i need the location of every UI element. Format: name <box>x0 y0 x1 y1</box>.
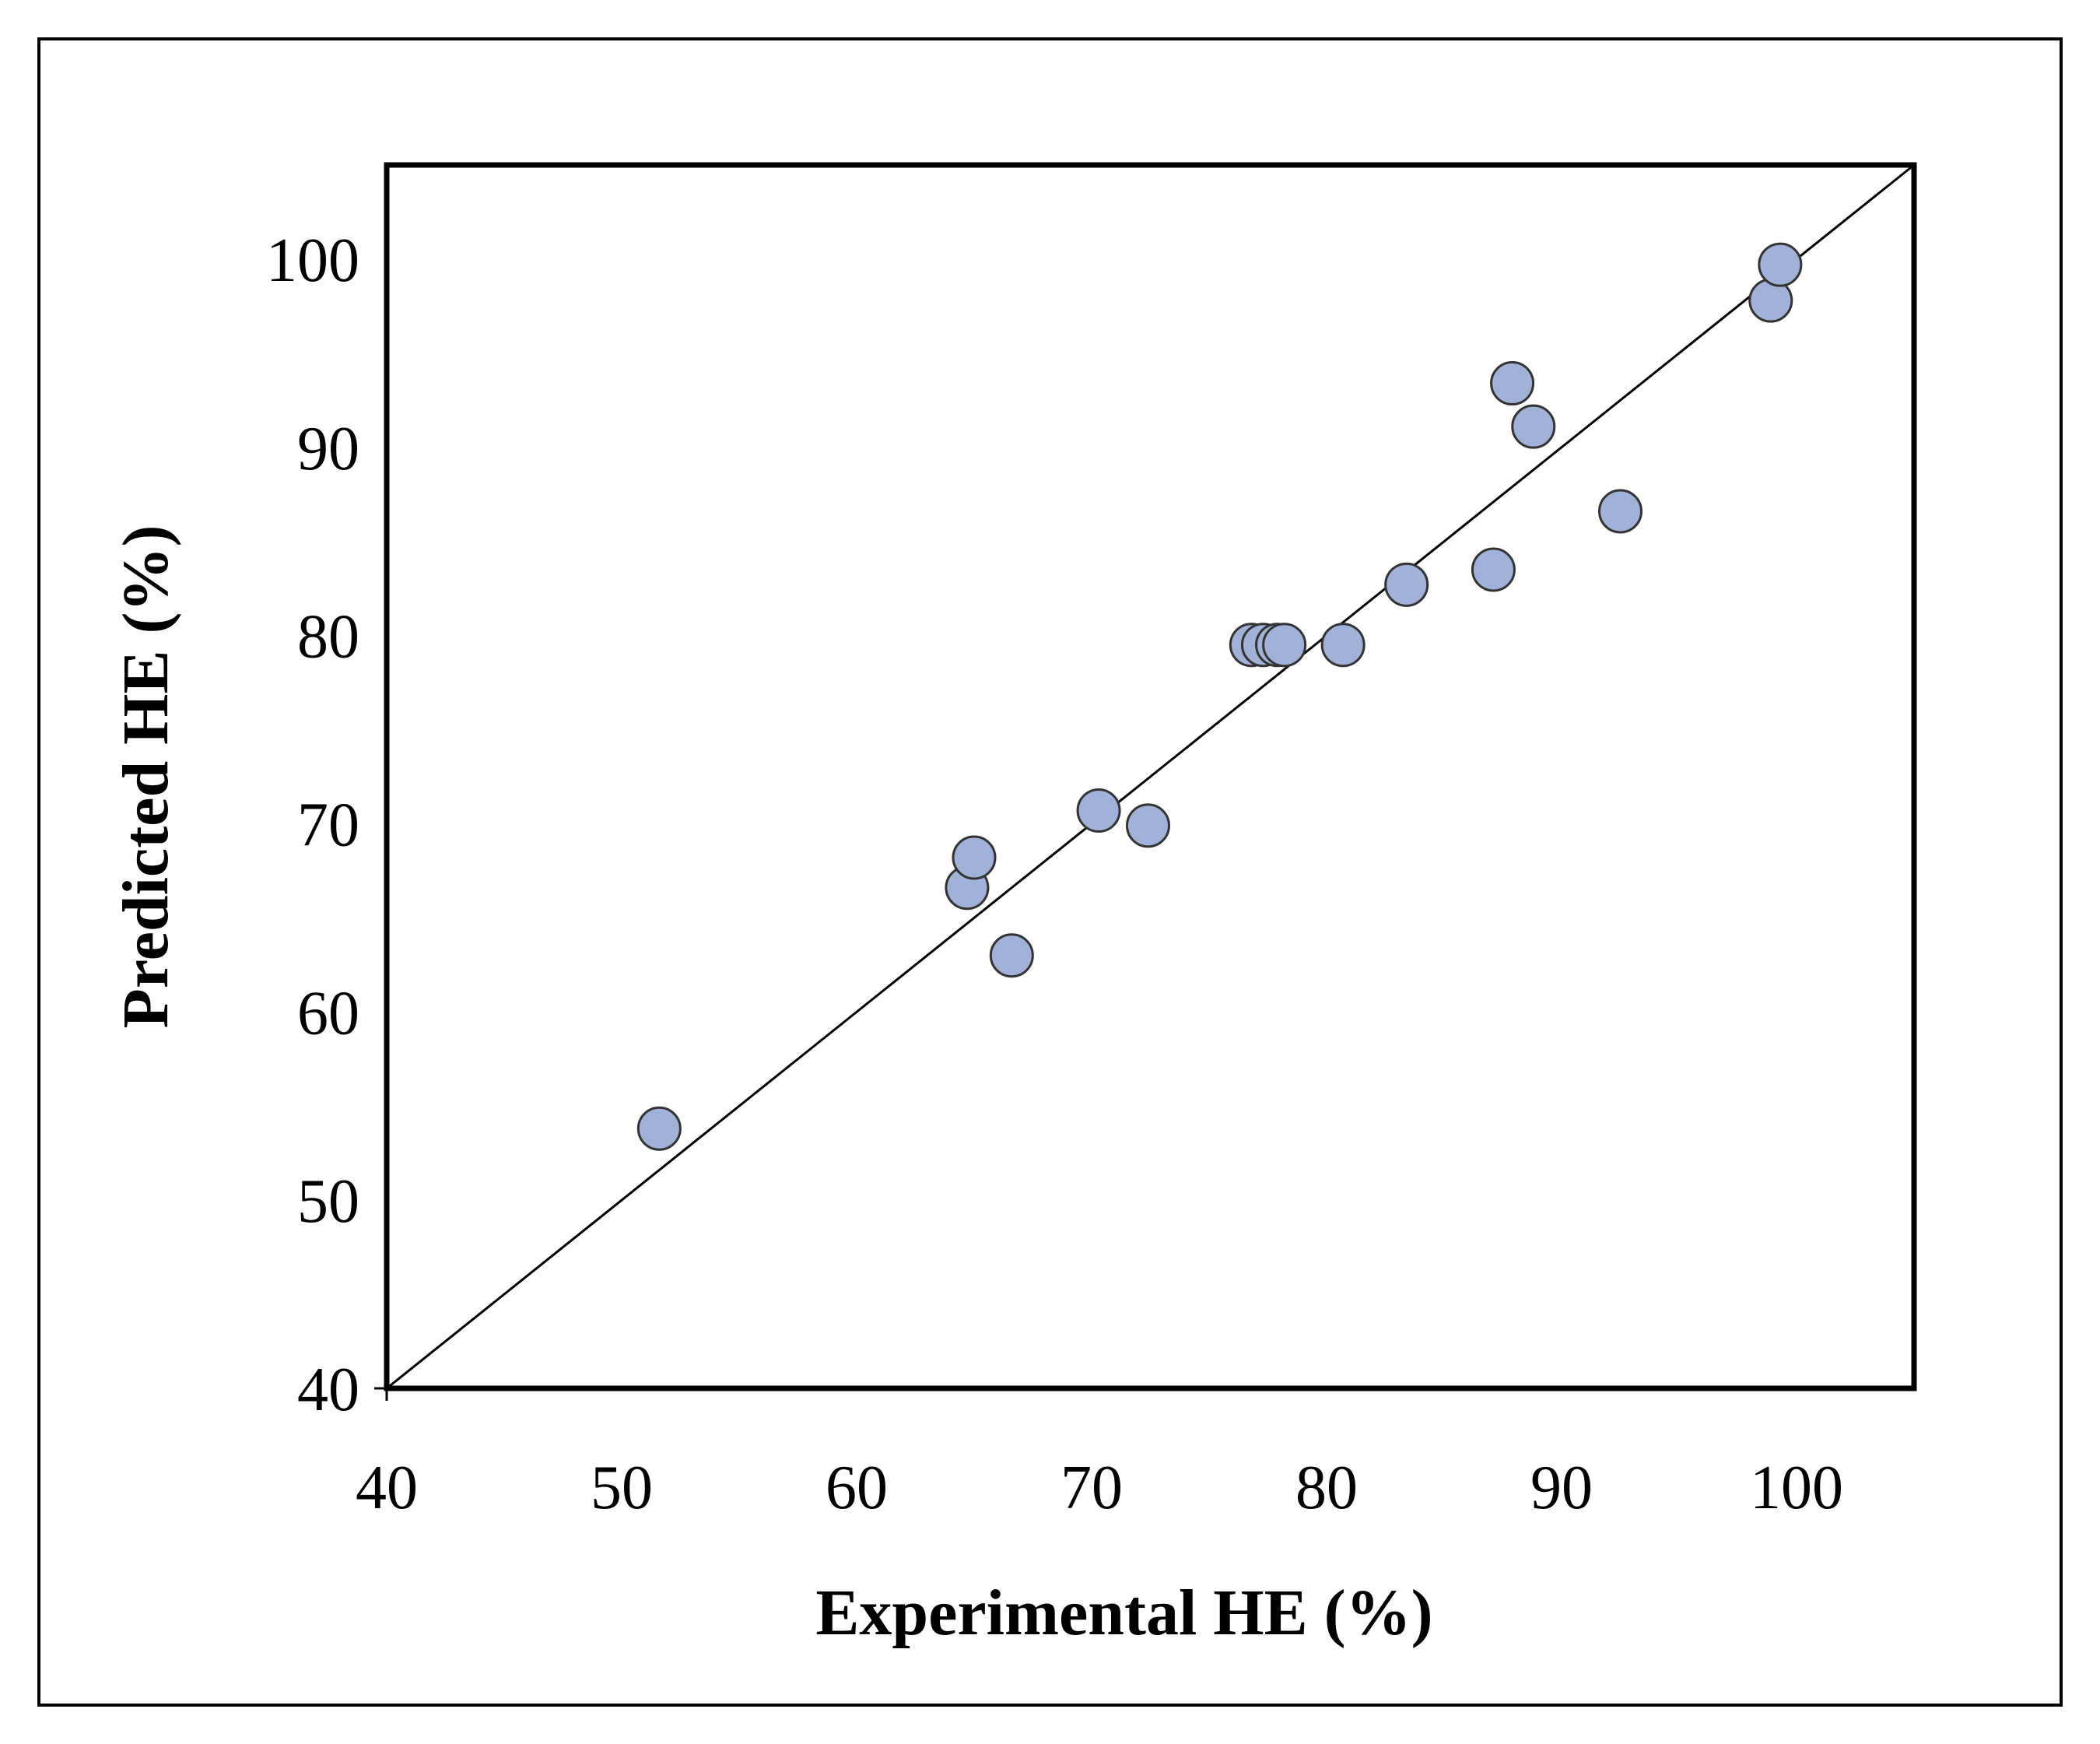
data-point <box>1598 489 1642 534</box>
data-point <box>1320 623 1366 668</box>
data-point <box>636 1106 682 1151</box>
y-axis-ticks: 40 50 60 70 80 90 100 <box>266 226 387 1424</box>
y-tick-label: 100 <box>266 226 359 295</box>
x-tick-label: 60 <box>826 1454 888 1522</box>
reference-line-y-equals-x <box>386 163 1915 1390</box>
x-tick-label: 90 <box>1530 1454 1593 1522</box>
x-tick-label: 70 <box>1061 1454 1123 1522</box>
y-tick-label: 40 <box>297 1356 359 1424</box>
y-tick-label: 70 <box>297 791 359 859</box>
data-points <box>636 242 1803 1151</box>
data-point <box>952 835 997 880</box>
x-tick-label: 80 <box>1295 1454 1358 1522</box>
data-point <box>1262 623 1307 668</box>
data-point <box>1076 788 1121 833</box>
data-point <box>1511 404 1556 449</box>
data-point <box>989 933 1034 978</box>
data-point <box>1125 803 1170 848</box>
x-tick-label: 100 <box>1750 1454 1843 1522</box>
y-tick-label: 90 <box>297 415 359 483</box>
x-tick-label: 50 <box>591 1454 653 1522</box>
data-point <box>1758 242 1803 287</box>
x-axis-ticks: 40 50 60 70 80 90 100 <box>356 1388 1843 1522</box>
y-axis-title: Predicted HE (%) <box>110 525 182 1029</box>
data-point <box>1384 562 1429 607</box>
x-tick-label: 40 <box>356 1454 418 1522</box>
data-point <box>1490 361 1535 406</box>
data-point <box>1471 547 1516 592</box>
y-tick-label: 50 <box>297 1167 359 1236</box>
x-axis-title: Experimental HE (%) <box>815 1577 1432 1649</box>
y-tick-label: 80 <box>297 603 359 672</box>
y-tick-label: 60 <box>297 979 359 1047</box>
